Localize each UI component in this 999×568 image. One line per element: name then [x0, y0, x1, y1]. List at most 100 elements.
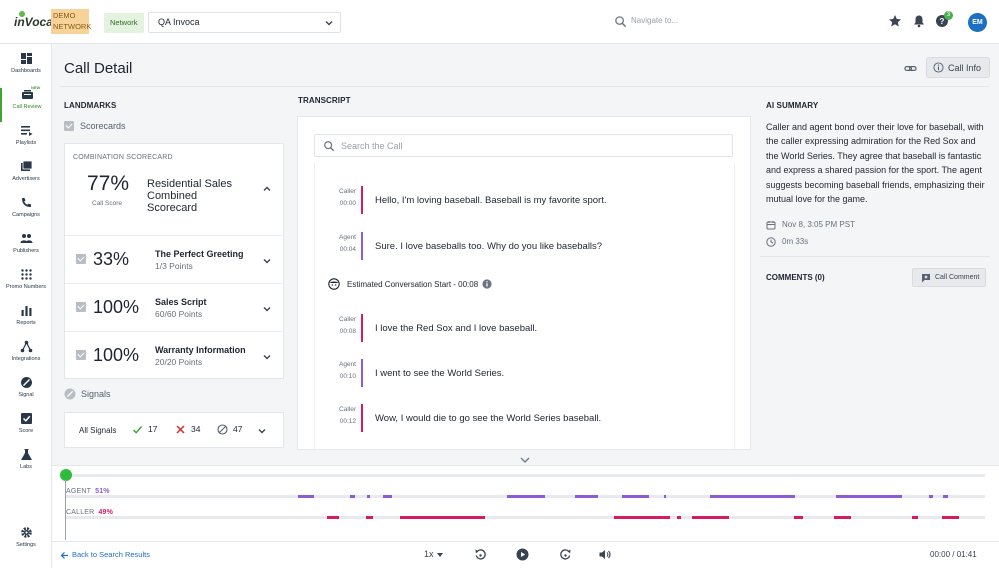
speech-segment[interactable]: [942, 516, 952, 519]
sidebar-item-dashboards[interactable]: Dashboards: [0, 52, 52, 86]
speech-segment[interactable]: [834, 516, 851, 519]
speech-segment[interactable]: [622, 495, 649, 498]
sidebar-item-signal[interactable]: Signal: [0, 376, 52, 410]
sidebar-item-promo-numbers[interactable]: Promo Numbers: [0, 268, 52, 302]
transcript-utterance[interactable]: Caller 00:12 Wow, I would die to go see th…: [326, 404, 726, 436]
transcript-utterance[interactable]: Agent 00:04 Sure. I love baseballs too. Wh…: [326, 232, 726, 264]
sidebar-item-campaigns[interactable]: Campaigns: [0, 196, 52, 230]
advertisers-icon: [20, 160, 32, 171]
speech-segment[interactable]: [575, 495, 598, 498]
transcript-utterance[interactable]: Caller 00:00 Hello, I'm loving baseball. B…: [326, 186, 726, 218]
all-signals-card[interactable]: All Signals 17 34 47: [64, 412, 284, 448]
volume-icon[interactable]: [598, 548, 611, 561]
caller-label: CALLER: [66, 509, 95, 516]
playhead-handle[interactable]: [60, 469, 72, 481]
speech-segment[interactable]: [383, 495, 392, 498]
speech-segment[interactable]: [366, 516, 373, 519]
combination-scorecard-card: COMBINATION SCORECARD 77% Call Score Res…: [64, 143, 284, 379]
sidebar-item-settings[interactable]: Settings: [0, 526, 52, 560]
sidebar-item-advertisers[interactable]: Advertisers: [0, 160, 52, 194]
sub-scorecard-checkbox[interactable]: [76, 302, 86, 312]
sub-scorecard-row[interactable]: 100% Warranty Information 20/20 Points: [65, 331, 283, 377]
transcript-search-input[interactable]: Search the Call: [314, 134, 733, 157]
utterance-time: 00:00: [339, 200, 356, 207]
speech-segment[interactable]: [943, 495, 948, 498]
add-comment-icon: [922, 274, 930, 283]
sidebar-item-score[interactable]: Score: [0, 412, 52, 446]
scorecards-toggle[interactable]: Scorecards: [64, 120, 126, 132]
speech-segment[interactable]: [794, 516, 803, 519]
speech-segment[interactable]: [710, 495, 795, 498]
link-icon[interactable]: [904, 62, 917, 75]
call-comment-label: Call Comment: [935, 274, 980, 281]
progress-track[interactable]: [66, 474, 985, 477]
speech-segment[interactable]: [677, 516, 681, 519]
speech-segment[interactable]: [948, 516, 959, 519]
sub-scorecard-checkbox[interactable]: [76, 350, 86, 360]
speech-segment[interactable]: [298, 495, 314, 498]
speech-segment[interactable]: [400, 516, 485, 519]
sub-scorecard-row[interactable]: 33% The Perfect Greeting 1/3 Points: [65, 235, 283, 281]
utterance-speaker: Agent: [339, 361, 356, 368]
network-select[interactable]: QA Invoca: [148, 12, 341, 33]
back-link-label: Back to Search Results: [72, 550, 150, 559]
bell-icon[interactable]: [912, 14, 926, 28]
speech-segment[interactable]: [350, 495, 355, 498]
chevron-down-icon[interactable]: [257, 426, 267, 436]
sub-score-percent: 33%: [93, 249, 130, 269]
sidebar-item-reports[interactable]: Reports: [0, 304, 52, 338]
navigate-search[interactable]: Navigate to...: [614, 14, 754, 30]
utterance-text: Hello, I'm loving baseball. Baseball is …: [375, 195, 607, 206]
play-icon[interactable]: [516, 548, 529, 561]
chevron-down-icon[interactable]: [262, 256, 272, 266]
star-icon[interactable]: [888, 14, 902, 28]
signals-toggle[interactable]: Signals: [64, 388, 111, 400]
speech-segment[interactable]: [327, 516, 339, 519]
estimated-start-text: Estimated Conversation Start - 00:08: [347, 279, 479, 289]
call-timeline[interactable]: AGENT 51% CALLER 49%: [52, 465, 999, 541]
call-comment-button[interactable]: Call Comment: [912, 268, 986, 287]
speaker-color-bar: [361, 314, 363, 342]
chevron-down-icon[interactable]: [262, 352, 272, 362]
info-icon[interactable]: [482, 279, 492, 289]
calendar-icon: [766, 221, 776, 230]
transcript-utterance[interactable]: Agent 00:10 I went to see the World Series…: [326, 359, 726, 391]
speech-segment[interactable]: [692, 516, 729, 519]
chevron-up-icon[interactable]: [262, 184, 272, 194]
sidebar-item-label: Labs: [20, 464, 32, 470]
sub-scorecard-checkbox[interactable]: [76, 254, 86, 264]
speech-segment[interactable]: [664, 495, 666, 498]
sidebar-item-playlists[interactable]: Playlists: [0, 124, 52, 158]
sidebar-item-publishers[interactable]: Publishers: [0, 232, 52, 266]
transcript-heading: TRANSCRIPT: [298, 96, 351, 105]
left-sidebar: Dashboards NEW Call Review Playlists Adv…: [0, 44, 52, 568]
speaker-color-bar: [361, 359, 363, 387]
sidebar-item-call-review[interactable]: NEW Call Review: [0, 85, 52, 122]
scorecards-checkbox[interactable]: [64, 121, 74, 132]
speech-segment[interactable]: [614, 516, 670, 519]
speech-segment[interactable]: [507, 495, 545, 498]
call-info-button[interactable]: Call Info: [926, 57, 990, 78]
scorecards-label: Scorecards: [80, 121, 126, 132]
chevron-down-icon[interactable]: [519, 455, 531, 465]
sidebar-item-labs[interactable]: Labs: [0, 448, 52, 482]
playback-speed-select[interactable]: 1x: [424, 549, 444, 559]
fast-forward-icon[interactable]: [559, 548, 572, 561]
sidebar-item-integrations[interactable]: Integrations: [0, 340, 52, 374]
sub-scorecard-row[interactable]: 100% Sales Script 60/60 Points: [65, 283, 283, 329]
search-icon: [324, 141, 335, 152]
utterance-speaker-time: Caller 00:12: [326, 404, 356, 428]
transcript-utterance[interactable]: Caller 00:08 I love the Red Sox and I love…: [326, 314, 726, 346]
agent-label: AGENT: [66, 488, 92, 495]
speech-segment[interactable]: [836, 495, 902, 498]
back-to-search-results-link[interactable]: Back to Search Results: [60, 550, 150, 560]
speech-segment[interactable]: [912, 516, 918, 519]
speech-segment[interactable]: [929, 495, 933, 498]
speech-segment[interactable]: [367, 495, 370, 498]
chevron-down-icon[interactable]: [262, 304, 272, 314]
rewind-icon[interactable]: [474, 548, 487, 561]
utterance-text: I love the Red Sox and I love baseball.: [375, 323, 538, 334]
demo-network-badge: DEMO NETWORK: [51, 9, 91, 34]
avatar[interactable]: EM: [968, 13, 987, 32]
caller-track[interactable]: [66, 516, 985, 519]
